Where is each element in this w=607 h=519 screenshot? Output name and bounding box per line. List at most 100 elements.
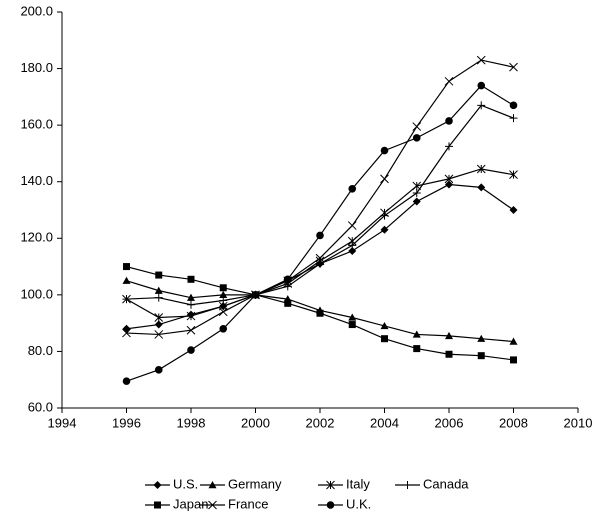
series-line	[126, 168, 514, 319]
marker	[476, 164, 486, 174]
y-tick-label: 60.0	[28, 399, 53, 414]
marker	[444, 76, 454, 86]
legend-label: U.K.	[346, 496, 371, 511]
marker	[155, 271, 163, 279]
marker	[122, 276, 131, 284]
marker	[218, 307, 228, 317]
marker	[403, 481, 412, 489]
marker	[347, 221, 357, 230]
marker	[380, 321, 389, 330]
marker	[187, 275, 195, 283]
marker	[509, 206, 518, 214]
marker	[315, 253, 325, 263]
marker	[123, 263, 130, 271]
marker	[477, 101, 486, 110]
marker	[381, 335, 388, 343]
marker	[153, 481, 162, 489]
marker	[477, 334, 486, 342]
marker	[219, 290, 228, 299]
marker	[219, 284, 227, 292]
y-tick-label: 80.0	[28, 343, 53, 358]
marker	[154, 286, 163, 294]
legend-label: Germany	[228, 476, 282, 491]
marker	[208, 500, 217, 510]
marker	[122, 295, 131, 304]
marker	[509, 101, 518, 110]
marker	[348, 321, 356, 329]
marker	[413, 345, 421, 353]
legend-label: Canada	[423, 476, 469, 491]
marker	[412, 134, 421, 142]
x-tick-label: 1994	[48, 415, 77, 430]
y-tick-label: 120.0	[20, 230, 53, 245]
legend-label: U.S.	[173, 476, 198, 491]
marker	[477, 352, 485, 360]
marker	[412, 189, 421, 198]
marker	[380, 146, 389, 155]
marker	[326, 501, 335, 509]
marker	[380, 225, 389, 234]
marker	[219, 325, 228, 333]
marker	[444, 174, 454, 184]
marker	[380, 211, 389, 220]
marker	[251, 291, 260, 299]
x-tick-label: 2008	[499, 415, 528, 430]
y-tick-label: 100.0	[20, 286, 53, 301]
marker	[154, 501, 161, 509]
marker	[509, 114, 518, 123]
marker	[509, 337, 518, 345]
marker	[208, 481, 217, 489]
marker	[154, 293, 163, 302]
marker	[187, 300, 195, 309]
marker	[187, 346, 195, 354]
marker	[326, 480, 335, 490]
x-tick-label: 2000	[241, 415, 270, 430]
y-tick-label: 180.0	[20, 60, 53, 75]
marker	[122, 328, 131, 338]
y-tick-label: 160.0	[20, 117, 53, 132]
marker	[283, 275, 292, 284]
y-tick-label: 140.0	[20, 173, 53, 188]
marker	[445, 350, 453, 358]
legend-label: Italy	[346, 476, 370, 491]
marker	[348, 313, 357, 321]
marker	[476, 55, 486, 65]
marker	[509, 170, 518, 179]
marker	[316, 231, 324, 240]
marker	[316, 309, 324, 317]
marker	[445, 331, 453, 340]
marker	[154, 366, 163, 374]
marker	[154, 313, 164, 322]
marker	[509, 62, 518, 72]
marker	[122, 377, 131, 385]
x-tick-label: 2004	[370, 415, 399, 430]
series-line	[126, 104, 514, 306]
marker	[283, 282, 292, 291]
marker	[348, 184, 357, 193]
marker	[187, 293, 195, 301]
marker	[154, 330, 164, 339]
marker	[122, 324, 131, 333]
x-tick-label: 2006	[435, 415, 464, 430]
marker	[445, 117, 453, 125]
marker	[348, 241, 357, 250]
marker	[510, 356, 517, 364]
marker	[348, 247, 357, 256]
marker	[412, 330, 421, 338]
legend-label: Japan	[173, 496, 208, 511]
x-tick-label: 1998	[177, 415, 206, 430]
marker	[445, 180, 453, 189]
x-tick-label: 1996	[112, 415, 141, 430]
x-tick-label: 2002	[306, 415, 335, 430]
legend-label: France	[228, 496, 268, 511]
series-line	[126, 59, 514, 336]
marker	[412, 197, 421, 206]
marker	[477, 183, 486, 192]
y-tick-label: 200.0	[20, 3, 53, 18]
marker	[445, 142, 453, 151]
x-tick-label: 2010	[564, 415, 593, 430]
marker	[380, 174, 389, 184]
marker	[316, 259, 324, 268]
marker	[186, 311, 196, 321]
